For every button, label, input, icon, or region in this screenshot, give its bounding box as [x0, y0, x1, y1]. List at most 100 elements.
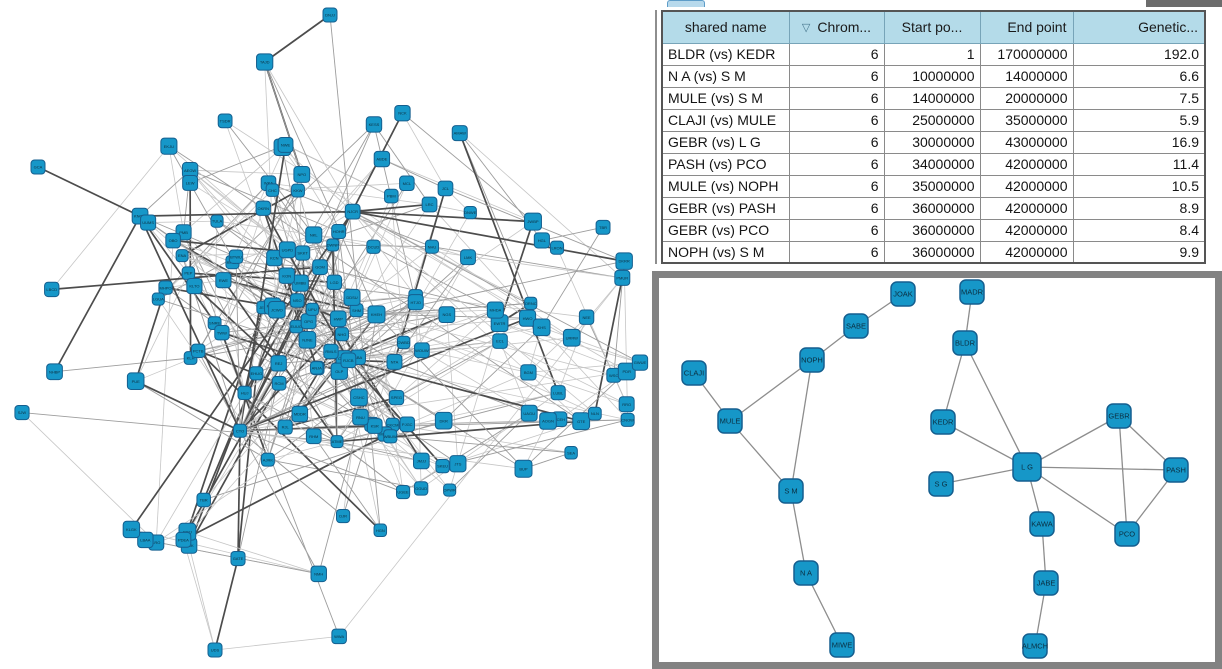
table-cell[interactable]: 14000000	[883, 86, 981, 110]
table-row[interactable]: GEBR (vs) PASH 6 36000000 42000000 8.9	[661, 196, 1206, 220]
column-header-start-position[interactable]: Start po...	[883, 10, 981, 44]
table-cell[interactable]: 11.4	[1072, 152, 1206, 176]
table-cell[interactable]: PASH (vs) PCO	[661, 152, 790, 176]
table-cell[interactable]: 6.6	[1072, 64, 1206, 88]
table-cell[interactable]: 42000000	[979, 196, 1074, 220]
table-cell[interactable]: 36000000	[883, 240, 981, 264]
network-node[interactable]	[291, 183, 305, 198]
network-node[interactable]	[217, 113, 233, 129]
network-node[interactable]	[237, 385, 252, 400]
network-node[interactable]	[326, 274, 343, 291]
network-node[interactable]	[122, 520, 141, 539]
table-cell[interactable]: GEBR (vs) PASH	[661, 196, 790, 220]
table-cell[interactable]: 6	[788, 152, 885, 176]
network-node[interactable]	[463, 205, 477, 220]
table-cell[interactable]: 170000000	[979, 42, 1074, 66]
network-node[interactable]	[256, 53, 274, 71]
table-cell[interactable]: 6	[788, 108, 885, 132]
network-node[interactable]	[396, 335, 411, 350]
network-node[interactable]	[230, 551, 246, 567]
network-node-s-g[interactable]	[928, 471, 954, 497]
column-header-chromosome[interactable]: ▽ Chrom...	[788, 10, 885, 44]
network-node-jabe[interactable]	[1033, 570, 1059, 596]
network-node-miwe[interactable]	[829, 632, 855, 658]
network-node-almch[interactable]	[1022, 633, 1048, 659]
table-cell[interactable]: 192.0	[1072, 42, 1206, 66]
table-cell[interactable]: 30000000	[883, 130, 981, 154]
table-cell[interactable]: 6	[788, 64, 885, 88]
column-header-shared-name[interactable]: shared name	[661, 10, 790, 44]
table-row[interactable]: PASH (vs) PCO 6 34000000 42000000 11.4	[661, 152, 1206, 176]
network-node[interactable]	[331, 224, 347, 239]
network-node[interactable]	[228, 249, 244, 264]
network-node[interactable]	[395, 484, 411, 500]
network-node[interactable]	[340, 352, 357, 369]
network-node[interactable]	[268, 300, 286, 319]
network-node[interactable]	[620, 412, 635, 427]
network-node[interactable]	[289, 293, 305, 308]
table-cell[interactable]: 1	[883, 42, 981, 66]
table-cell[interactable]: 35000000	[979, 108, 1074, 132]
table-cell[interactable]: 8.9	[1072, 196, 1206, 220]
table-cell[interactable]: N A (vs) S M	[661, 64, 790, 88]
network-node[interactable]	[413, 481, 429, 496]
table-cell[interactable]: 16.9	[1072, 130, 1206, 154]
network-node[interactable]	[207, 642, 223, 658]
network-node[interactable]	[486, 301, 504, 319]
network-node[interactable]	[520, 404, 538, 422]
network-node[interactable]	[520, 364, 537, 381]
network-node[interactable]	[277, 419, 293, 435]
network-node[interactable]	[399, 416, 415, 432]
table-cell[interactable]: 42000000	[979, 174, 1074, 198]
network-node[interactable]	[140, 214, 157, 231]
network-node[interactable]	[343, 288, 361, 306]
table-cell[interactable]: 6	[788, 42, 885, 66]
table-cell[interactable]: 42000000	[979, 152, 1074, 176]
column-header-end-point[interactable]: End point	[979, 10, 1074, 44]
network-node[interactable]	[271, 376, 287, 391]
network-node-gebr[interactable]	[1106, 403, 1132, 429]
network-node[interactable]	[277, 136, 294, 153]
network-node[interactable]	[615, 252, 633, 270]
network-node-pco[interactable]	[1114, 521, 1140, 547]
network-node[interactable]	[617, 362, 636, 381]
table-cell[interactable]: BLDR (vs) KEDR	[661, 42, 790, 66]
table-row[interactable]: GEBR (vs) PCO 6 36000000 42000000 8.4	[661, 218, 1206, 242]
table-cell[interactable]: 6	[788, 86, 885, 110]
network-node[interactable]	[524, 296, 538, 310]
network-node[interactable]	[175, 249, 189, 263]
network-node[interactable]	[329, 310, 347, 328]
network-node[interactable]	[524, 212, 542, 231]
network-node[interactable]	[386, 353, 403, 370]
network-node[interactable]	[373, 523, 388, 538]
table-row[interactable]: BLDR (vs) KEDR 6 1 170000000 192.0	[661, 42, 1206, 66]
network-node[interactable]	[298, 331, 317, 349]
network-node[interactable]	[278, 267, 295, 284]
table-cell[interactable]: 10000000	[883, 64, 981, 88]
network-node-mule[interactable]	[717, 408, 743, 434]
network-node[interactable]	[367, 305, 386, 324]
network-node[interactable]	[383, 429, 398, 444]
network-node[interactable]	[352, 408, 369, 426]
network-node[interactable]	[305, 302, 319, 316]
network-node[interactable]	[291, 405, 309, 423]
network-node[interactable]	[373, 150, 391, 168]
table-cell[interactable]: 6	[788, 218, 885, 242]
network-node[interactable]	[309, 361, 324, 375]
network-node[interactable]	[424, 239, 440, 254]
network-node[interactable]	[215, 272, 232, 289]
network-node[interactable]	[265, 183, 280, 197]
network-node[interactable]	[413, 452, 430, 470]
table-row[interactable]: CLAJI (vs) MULE 6 25000000 35000000 5.9	[661, 108, 1206, 132]
table-cell[interactable]: 6	[788, 174, 885, 198]
network-node[interactable]	[492, 333, 508, 349]
network-node-l-g[interactable]	[1012, 452, 1042, 482]
table-cell[interactable]: 6	[788, 240, 885, 264]
network-node[interactable]	[366, 418, 383, 434]
network-node-noph[interactable]	[799, 347, 825, 373]
network-node[interactable]	[326, 238, 340, 252]
network-node[interactable]	[562, 328, 581, 347]
table-cell[interactable]: 10.5	[1072, 174, 1206, 198]
network-node[interactable]	[532, 318, 551, 337]
table-cell[interactable]: GEBR (vs) PCO	[661, 218, 790, 242]
